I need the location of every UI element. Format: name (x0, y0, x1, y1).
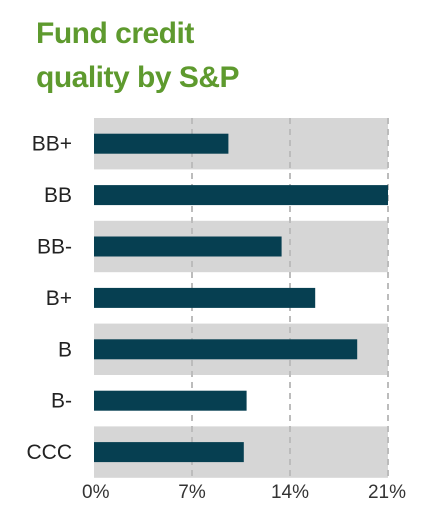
bar (94, 185, 388, 206)
category-label: B (58, 338, 72, 361)
bar (94, 442, 244, 463)
category-label: CCC (27, 441, 73, 464)
x-tick-label: 21% (368, 482, 406, 503)
bar (94, 287, 316, 308)
title-line-1: Fund credit (36, 17, 194, 50)
category-label: BB (44, 184, 72, 207)
bar (94, 390, 247, 411)
x-tick-label: 7% (178, 482, 206, 503)
bar (94, 236, 282, 257)
bar (94, 133, 229, 154)
x-tick-label: 14% (271, 482, 309, 503)
category-label: B+ (46, 287, 72, 310)
bar (94, 339, 358, 360)
x-tick-label: 0% (82, 482, 110, 503)
category-label: BB- (37, 236, 72, 259)
chart-title: Fund credit quality by S&P (36, 12, 416, 100)
title-line-2: quality by S&P (36, 61, 240, 94)
category-label: B- (51, 390, 72, 413)
category-label: BB+ (32, 133, 72, 156)
